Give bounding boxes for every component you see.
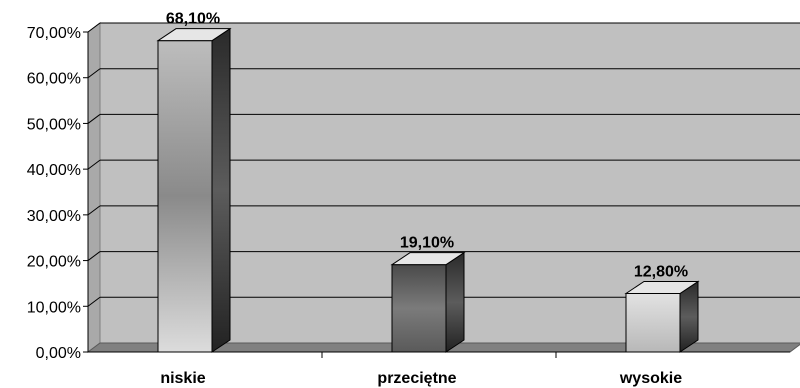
bar-side	[445, 251, 465, 353]
bar-top	[156, 28, 232, 42]
gridline-depth	[87, 296, 101, 307]
x-category-labels: niskie przeciętne wysokie	[160, 370, 682, 387]
bar-wysokie	[624, 280, 700, 353]
plot-side-wall	[87, 22, 101, 353]
gridline-depth	[87, 159, 101, 170]
bar-front	[391, 264, 447, 353]
y-tick-label: 50,00%	[27, 116, 81, 133]
y-tick-label: 70,00%	[27, 25, 81, 42]
bars	[156, 27, 700, 353]
bar-top	[390, 252, 466, 266]
y-tick-label: 30,00%	[27, 208, 81, 225]
bar-niskie	[156, 27, 232, 353]
gridline-depth	[87, 205, 101, 216]
bar-przecietne	[390, 251, 466, 353]
data-labels: 68,10% 19,10% 12,80%	[166, 11, 688, 281]
category-label-niskie: niskie	[160, 370, 205, 387]
data-label-niskie: 68,10%	[166, 11, 220, 28]
data-label-przecietne: 19,10%	[400, 235, 454, 252]
bar-front	[157, 40, 213, 353]
bar-side	[211, 27, 231, 353]
bar-front	[625, 292, 681, 353]
data-label-wysokie: 12,80%	[634, 263, 688, 280]
gridline-depth	[87, 68, 101, 79]
category-label-wysokie: wysokie	[619, 370, 682, 387]
bar-top	[624, 280, 700, 294]
y-tick-label: 20,00%	[27, 254, 81, 271]
gridline-depth	[87, 22, 101, 33]
gridline-depth	[87, 251, 101, 261]
y-tick-label: 60,00%	[27, 71, 81, 88]
gridline-depth	[87, 114, 101, 124]
y-tick-label: 0,00%	[36, 345, 81, 362]
y-tick-label: 10,00%	[27, 299, 81, 316]
category-label-przecietne: przeciętne	[377, 370, 456, 387]
y-tick-labels: 0,00% 10,00% 20,00% 30,00% 40,00% 50,00% 60,00…	[27, 25, 81, 362]
y-tick-label: 40,00%	[27, 162, 81, 179]
